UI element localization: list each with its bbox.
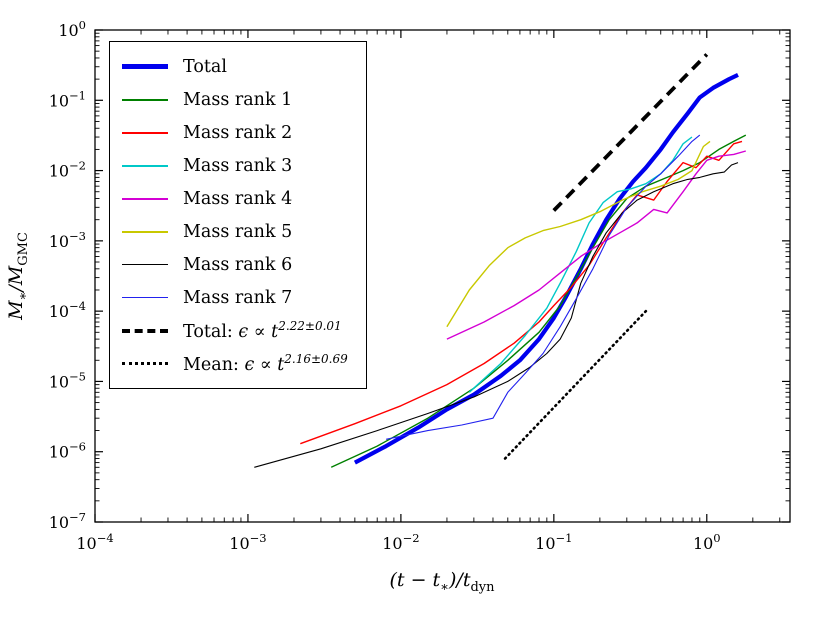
axes: 10−4 10−3 10−2 10−1 10010010−110−210−310−410… bbox=[49, 18, 790, 553]
tick-label: 10−4 bbox=[76, 531, 113, 553]
y-axis-label: M∗/MGMC bbox=[5, 232, 31, 321]
legend-line-sample bbox=[122, 131, 168, 134]
legend-line-sample bbox=[122, 362, 168, 365]
legend-line-sample bbox=[122, 297, 168, 298]
legend-label: Total bbox=[183, 56, 227, 77]
legend-line-sample bbox=[122, 197, 168, 200]
legend-line-sample bbox=[122, 264, 168, 265]
tick-label: 10−4 bbox=[49, 299, 86, 321]
legend-line-sample bbox=[122, 64, 168, 69]
legend-label: Mean: ϵ ∝ t2.16±0.69 bbox=[183, 352, 348, 375]
series-total-line bbox=[353, 73, 739, 465]
legend-label: Mass rank 5 bbox=[183, 221, 293, 242]
legend-label: Mass rank 6 bbox=[183, 254, 293, 275]
legend-label: Mass rank 1 bbox=[183, 89, 293, 110]
tick-label: 10−2 bbox=[382, 531, 419, 553]
legend-entry: Mass rank 1 bbox=[122, 83, 348, 116]
x-axis-label: (t − t∗)/tdyn bbox=[389, 569, 495, 595]
tick-label: 10−7 bbox=[49, 510, 86, 532]
legend-entry: Mass rank 4 bbox=[122, 182, 348, 215]
legend-entry: Mass rank 3 bbox=[122, 149, 348, 182]
legend-line-sample bbox=[122, 230, 168, 233]
tick-label: 100 bbox=[58, 18, 86, 40]
legend-label: Mass rank 3 bbox=[183, 155, 293, 176]
legend-entry: Mass rank 7 bbox=[122, 281, 348, 314]
series-rank5-line bbox=[446, 140, 711, 328]
legend-line-sample bbox=[122, 164, 168, 167]
series-rank1-line bbox=[330, 134, 747, 468]
legend-line-sample bbox=[122, 328, 168, 333]
series-total-fit-line bbox=[552, 53, 709, 212]
tick-label: 10−3 bbox=[229, 531, 266, 553]
tick-label: 10−1 bbox=[535, 531, 572, 553]
plot-frame bbox=[94, 29, 791, 523]
legend-label: Mass rank 7 bbox=[183, 287, 293, 308]
tick-label: 100 bbox=[693, 531, 721, 553]
tick-label: 10−1 bbox=[49, 88, 86, 110]
tick-label: 10−5 bbox=[49, 369, 86, 391]
legend-entry: Total: ϵ ∝ t2.22±0.01 bbox=[122, 314, 348, 347]
legend-entry: Mass rank 2 bbox=[122, 116, 348, 149]
axes-frame bbox=[94, 29, 791, 523]
series-rank7-line bbox=[385, 134, 701, 440]
series-rank6-line bbox=[254, 162, 739, 468]
legend-label: Mass rank 4 bbox=[183, 188, 293, 209]
legend-entry: Mass rank 5 bbox=[122, 215, 348, 248]
tick-label: 10−3 bbox=[49, 229, 86, 251]
legend-line-sample bbox=[122, 98, 168, 101]
legend-entry: Mean: ϵ ∝ t2.16±0.69 bbox=[122, 347, 348, 380]
tick-label: 10−6 bbox=[49, 440, 86, 462]
legend: Total Mass rank 1 Mass rank 2 Mass rank 3 Ma… bbox=[109, 41, 367, 389]
legend-entry: Total bbox=[122, 50, 348, 83]
series-rank2-line bbox=[300, 140, 743, 445]
tick-label: 10−2 bbox=[49, 159, 86, 181]
series-rank3-line bbox=[468, 136, 693, 393]
legend-label: Mass rank 2 bbox=[183, 122, 293, 143]
series-lines bbox=[254, 53, 747, 468]
legend-label: Total: ϵ ∝ t2.22±0.01 bbox=[183, 319, 342, 342]
series-rank4-line bbox=[446, 150, 746, 340]
legend-entry: Mass rank 6 bbox=[122, 248, 348, 281]
